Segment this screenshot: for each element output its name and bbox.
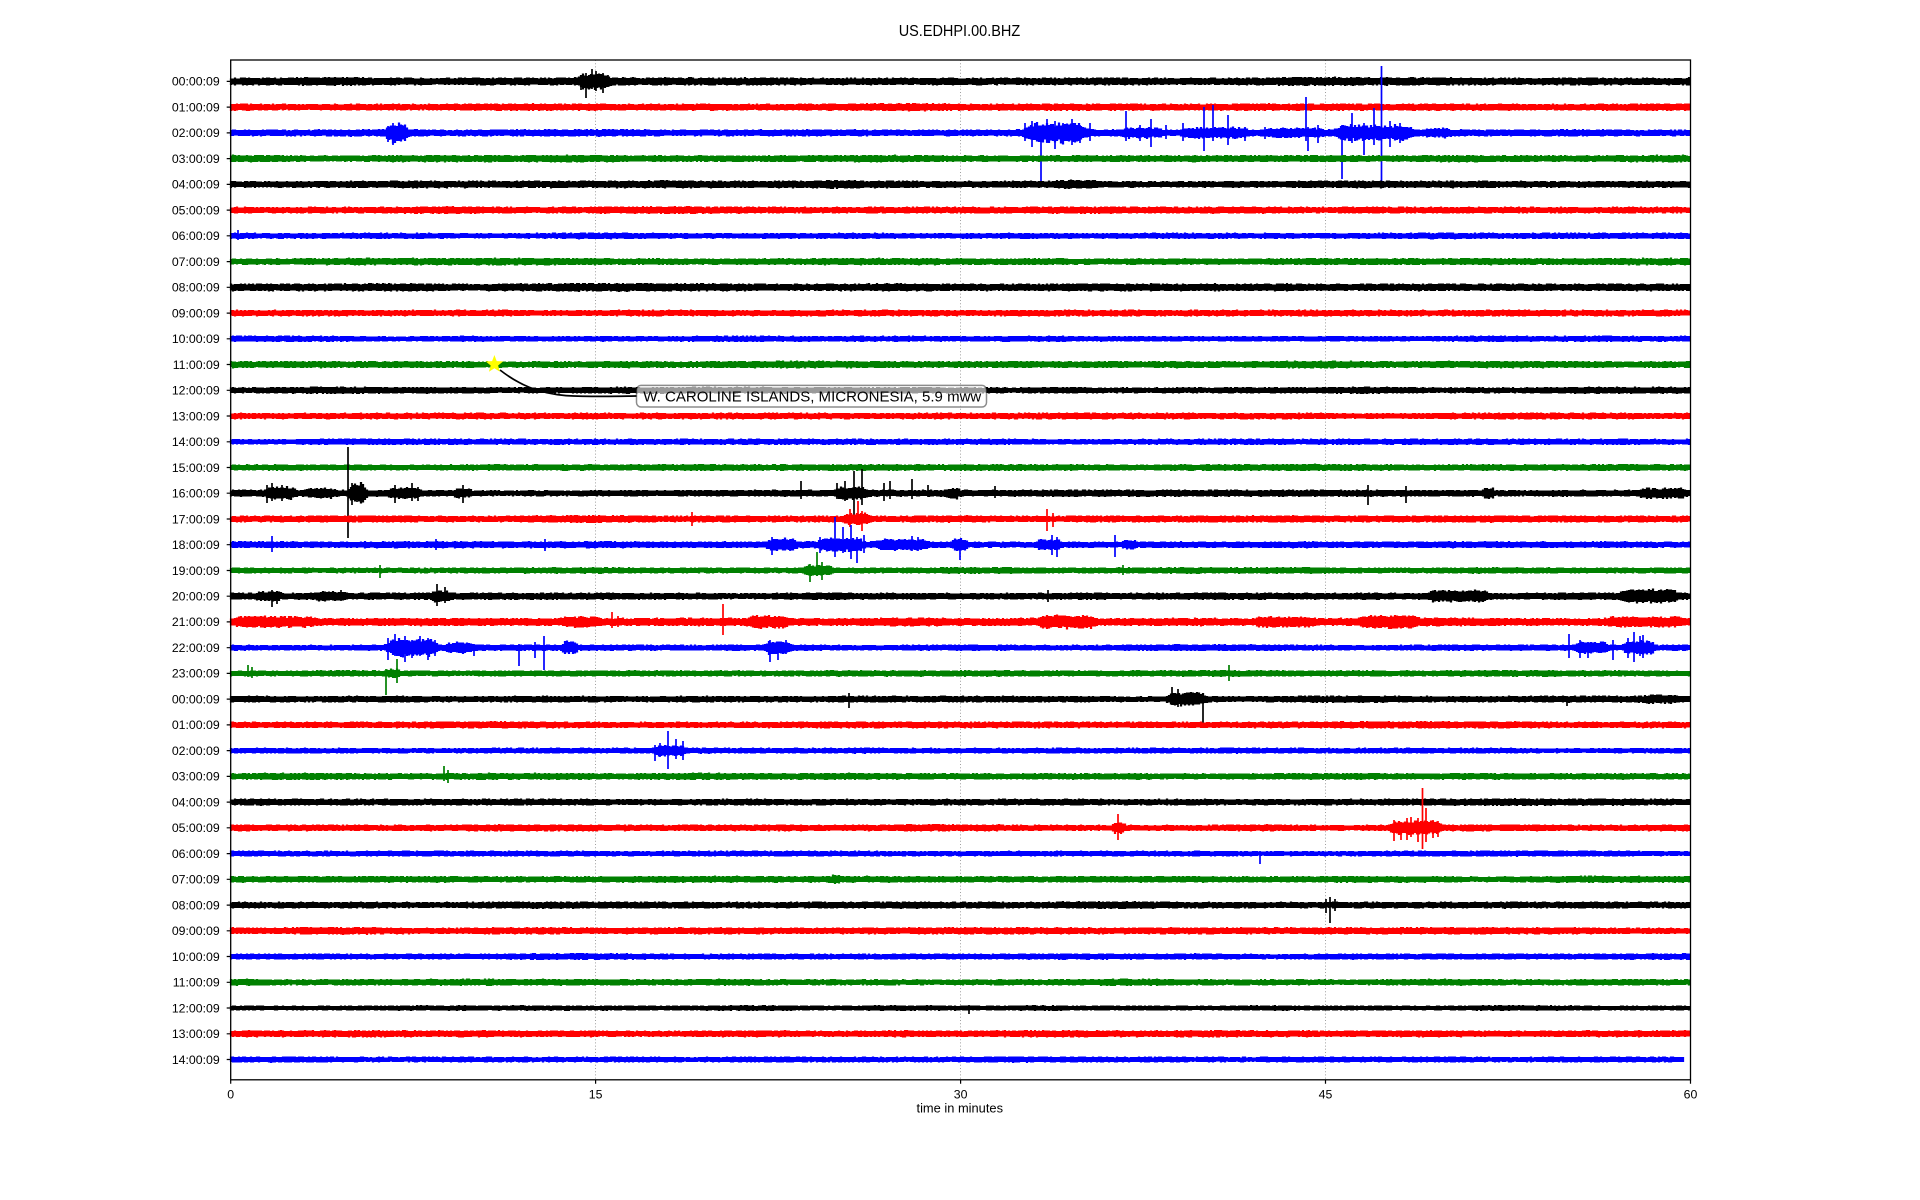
svg-text:05:00:09: 05:00:09 xyxy=(172,821,220,835)
svg-text:02:00:09: 02:00:09 xyxy=(172,744,220,758)
svg-text:00:00:09: 00:00:09 xyxy=(172,75,220,89)
svg-text:12:00:09: 12:00:09 xyxy=(172,1001,220,1015)
svg-text:15: 15 xyxy=(589,1088,603,1102)
svg-text:60: 60 xyxy=(1684,1088,1698,1102)
svg-text:12:00:09: 12:00:09 xyxy=(172,384,220,398)
svg-text:09:00:09: 09:00:09 xyxy=(172,924,220,938)
svg-text:03:00:09: 03:00:09 xyxy=(172,152,220,166)
svg-text:45: 45 xyxy=(1319,1088,1333,1102)
svg-text:16:00:09: 16:00:09 xyxy=(172,487,220,501)
svg-text:13:00:09: 13:00:09 xyxy=(172,1027,220,1041)
svg-text:14:00:09: 14:00:09 xyxy=(172,435,220,449)
svg-text:13:00:09: 13:00:09 xyxy=(172,409,220,423)
svg-text:15:00:09: 15:00:09 xyxy=(172,461,220,475)
svg-text:21:00:09: 21:00:09 xyxy=(172,615,220,629)
svg-text:22:00:09: 22:00:09 xyxy=(172,641,220,655)
svg-text:30: 30 xyxy=(954,1088,968,1102)
svg-text:09:00:09: 09:00:09 xyxy=(172,306,220,320)
svg-text:0: 0 xyxy=(227,1088,234,1102)
svg-text:11:00:09: 11:00:09 xyxy=(173,358,220,372)
svg-text:10:00:09: 10:00:09 xyxy=(172,950,220,964)
svg-text:17:00:09: 17:00:09 xyxy=(172,512,220,526)
svg-text:04:00:09: 04:00:09 xyxy=(172,795,220,809)
svg-text:14:00:09: 14:00:09 xyxy=(172,1053,220,1067)
svg-text:01:00:09: 01:00:09 xyxy=(172,100,220,114)
svg-text:10:00:09: 10:00:09 xyxy=(172,332,220,346)
svg-text:US.EDHPI.00.BHZ: US.EDHPI.00.BHZ xyxy=(899,23,1021,40)
svg-text:07:00:09: 07:00:09 xyxy=(172,255,220,269)
svg-text:02:00:09: 02:00:09 xyxy=(172,126,220,140)
svg-text:11:00:09: 11:00:09 xyxy=(173,976,220,990)
svg-text:18:00:09: 18:00:09 xyxy=(172,538,220,552)
svg-text:08:00:09: 08:00:09 xyxy=(172,898,220,912)
svg-text:08:00:09: 08:00:09 xyxy=(172,281,220,295)
svg-text:07:00:09: 07:00:09 xyxy=(172,873,220,887)
svg-text:19:00:09: 19:00:09 xyxy=(172,564,220,578)
svg-text:23:00:09: 23:00:09 xyxy=(172,667,220,681)
svg-text:04:00:09: 04:00:09 xyxy=(172,178,220,192)
svg-text:03:00:09: 03:00:09 xyxy=(172,770,220,784)
svg-text:06:00:09: 06:00:09 xyxy=(172,229,220,243)
svg-text:06:00:09: 06:00:09 xyxy=(172,847,220,861)
svg-text:20:00:09: 20:00:09 xyxy=(172,590,220,604)
svg-text:00:00:09: 00:00:09 xyxy=(172,692,220,706)
svg-text:01:00:09: 01:00:09 xyxy=(172,718,220,732)
svg-text:time in minutes: time in minutes xyxy=(917,1101,1004,1116)
svg-text:W. CAROLINE ISLANDS, MICRONESI: W. CAROLINE ISLANDS, MICRONESIA, 5.9 mww xyxy=(643,389,981,405)
svg-text:05:00:09: 05:00:09 xyxy=(172,203,220,217)
